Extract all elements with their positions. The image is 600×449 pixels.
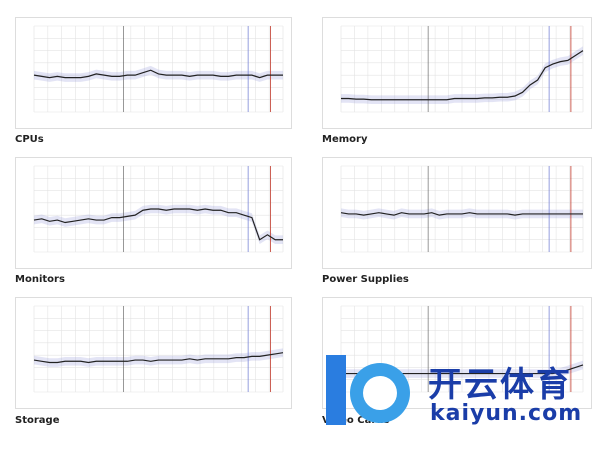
price-chart (322, 17, 592, 129)
kaiyun-logo-icon (326, 355, 410, 425)
price-range-band (34, 348, 283, 367)
price-range-band (341, 46, 583, 105)
price-line (341, 50, 584, 101)
price-chart (15, 297, 292, 409)
watermark-url: kaiyun.com (430, 401, 583, 426)
chart-title: Power Supplies (322, 274, 409, 285)
price-chart (15, 17, 292, 129)
chart-title: CPUs (15, 134, 44, 145)
price-line (340, 212, 583, 216)
chart-title: Monitors (15, 274, 65, 285)
price-line (33, 208, 283, 241)
watermark-logo: 开云体育 kaiyun.com (318, 345, 590, 435)
price-chart (322, 157, 592, 269)
chart-title: Memory (322, 134, 368, 145)
chart-title: Storage (15, 415, 60, 426)
price-line (33, 69, 283, 79)
price-line (33, 352, 284, 364)
price-chart (15, 157, 292, 269)
price-range-band (34, 204, 283, 245)
chart-title: Video Cards (322, 415, 390, 426)
watermark-text: 开云体育 (428, 365, 572, 405)
